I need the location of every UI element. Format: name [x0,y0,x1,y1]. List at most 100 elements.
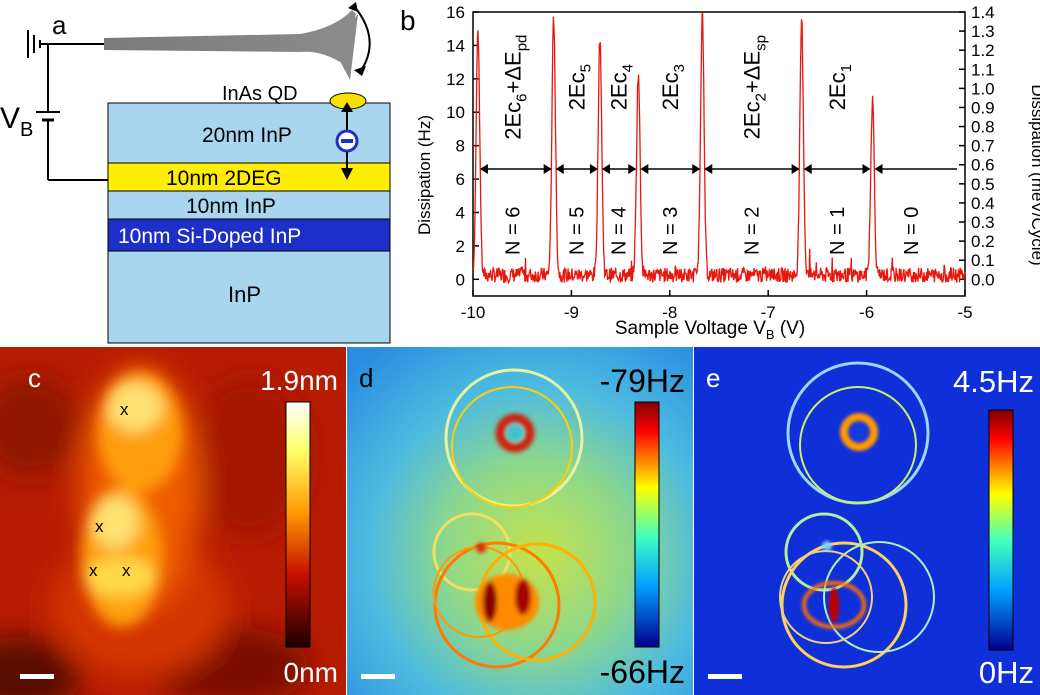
charging-energy-label: 2Ec3 [658,64,688,110]
x-tick-label: -9 [564,303,579,322]
charging-energy-label: 2Ec4 [607,64,637,110]
panel-e: e 4.5Hz 0Hz [694,347,1040,695]
y-right-tick-label: 0.6 [971,156,995,175]
x-tick-label: -10 [461,303,486,322]
y-right-tick-label: 0.3 [971,213,995,232]
arrowhead [640,164,649,175]
y-tick-label: 6 [456,170,465,189]
battery-icon [36,111,60,122]
occupation-label: N = 1 [827,207,849,255]
panel-c-label: c [28,363,41,393]
panel-b: b -10 -9 -8 -7 -6 -5 0 2 4 6 8 10 12 14 16 0.0 0.1 0.2 0.3… [400,0,1040,345]
colorbar-e-max: 4.5Hz [953,364,1034,399]
y-right-tick-label: 0.4 [971,194,995,213]
colorbar-d-min: -66Hz [600,654,685,690]
y-tick-label: 12 [446,70,465,89]
charging-energy-label: 2Ec6+ΔEpd [500,35,530,140]
colorbar-d [634,401,660,648]
oscillation-arrow-icon [353,5,371,73]
colorbar-c [285,401,311,648]
charging-energy-label: 2Ec5 [564,64,594,110]
ground-icon [27,30,41,58]
arrowhead [874,164,883,175]
layer-2deg [107,162,391,192]
arrowhead [555,164,564,175]
dissipation-chart: b -10 -9 -8 -7 -6 -5 0 2 4 6 8 10 12 14 16 0.00.10.20.3… [400,3,1040,342]
y-right-tick-label: 0.7 [971,137,995,156]
x-axis-label: Sample Voltage VB (V) [615,318,805,342]
colorbar-d-max: -79Hz [600,363,685,399]
layer-label-0: 20nm InP [202,124,292,147]
panel-a: a VB InAs QD 20nm InP 10nm 2DEG 10nm InP… [0,0,400,345]
layer-label-2: 10nm InP [186,195,276,218]
scale-bar [20,674,54,679]
arrowhead [692,164,701,175]
y-right-tick-label: 1.1 [971,60,995,79]
layer-inp-substrate [107,250,391,344]
colorbar-c-max: 1.9nm [260,365,338,396]
y-right-tick-label: 0.1 [971,251,995,270]
arrowhead [543,164,552,175]
arrowhead [589,164,598,175]
dot-marker-2: x [95,517,104,536]
y-right-tick-label: 0.5 [971,175,995,194]
occupation-label: N = 3 [660,207,682,255]
y-right-tick-label: 1.4 [971,3,995,22]
cantilever [104,10,356,62]
arrowhead [479,164,488,175]
y-tick-label: 0 [456,270,465,289]
arrowhead [791,164,800,175]
y-axis-label: Dissipation (Hz) [415,115,434,235]
dot-marker-3: x [89,561,98,580]
panel-e-label: e [706,363,720,393]
y-tick-label: 14 [446,36,465,55]
y-tick-label: 16 [446,3,465,22]
scale-bar [361,674,395,679]
vb-label: VB [0,102,33,141]
afm-tip [332,14,358,80]
arrowhead [704,164,713,175]
colorbar-c-min: 0nm [284,657,338,688]
arrowhead [803,164,812,175]
charging-energy-label: 2Ec2+ΔEsp [739,35,769,139]
panel-a-label: a [52,10,67,40]
qd-label: InAs QD [222,83,298,105]
panel-b-label: b [400,5,416,36]
y-tick-label: 8 [456,137,465,156]
y-right-tick-label: 0.2 [971,232,995,251]
x-tick-label: -8 [662,303,677,322]
plot-frame [472,11,966,297]
dissipation-series [472,11,966,285]
topography-image: x x x x c 1.9nm 0nm [0,347,346,695]
charging-energy-label: 2Ec1 [825,64,855,110]
arrowhead [601,164,610,175]
arrowhead [628,164,637,175]
arrowhead [862,164,871,175]
x-tick-label: -6 [859,303,874,322]
occupation-label: N = 5 [566,207,588,255]
layer-label-1: 10nm 2DEG [166,167,282,190]
colorbar-e-min: 0Hz [979,655,1034,690]
scale-bar [708,674,742,679]
y-right-tick-label: 1.0 [971,79,995,98]
panel-c: x x x x c 1.9nm 0nm [0,347,346,695]
y-right-tick-label: 0.0 [971,270,995,289]
y-tick-label: 4 [456,203,465,222]
layer-si-doped [107,218,391,252]
y-tick-label: 10 [446,103,465,122]
x-tick-label: -7 [761,303,776,322]
occupation-label: N = 4 [609,207,631,255]
x-tick-label: -5 [957,303,972,322]
colorbar-e [988,409,1014,651]
occupation-label: N = 2 [741,207,763,255]
y-tick-label: 2 [456,237,465,256]
frequency-shift-image: d -79Hz -66Hz [347,347,693,695]
occupation-label: N = 6 [502,207,524,255]
panel-d-label: d [359,363,373,393]
layer-label-3: 10nm Si-Doped InP [118,225,301,248]
y-right-tick-label: 0.9 [971,98,995,117]
layer-label-4: InP [228,282,261,307]
panel-a-schematic: a VB InAs QD 20nm InP 10nm 2DEG 10nm InP… [0,2,391,344]
dot-marker-4: x [122,561,131,580]
y-right-tick-label: 1.3 [971,22,995,41]
